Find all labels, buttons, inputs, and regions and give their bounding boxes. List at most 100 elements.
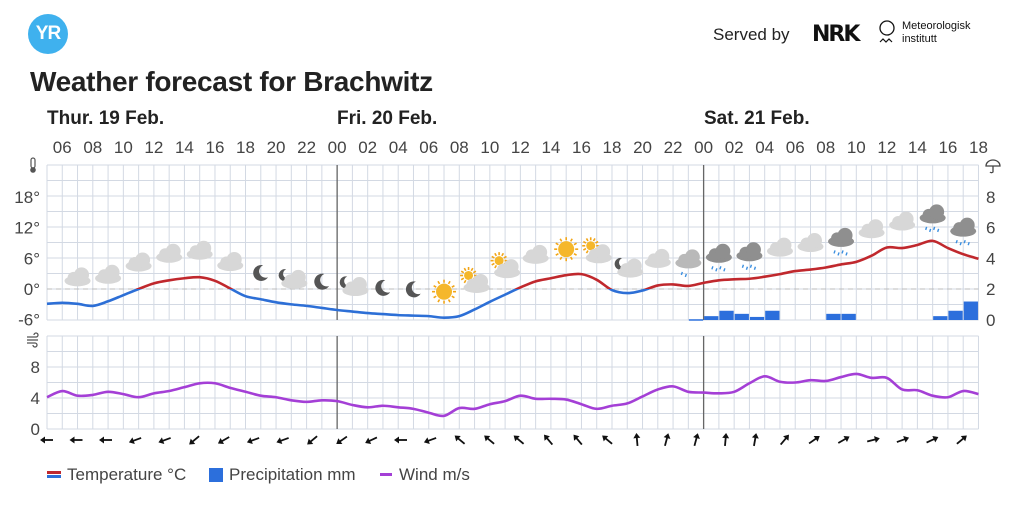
raindrop: [967, 241, 970, 246]
arrow-head: [932, 435, 939, 443]
sun-ray: [585, 250, 589, 254]
legend-precipitation[interactable]: Precipitation mm: [209, 465, 356, 485]
raindrop: [955, 239, 958, 244]
cloud-shape: [837, 227, 853, 243]
cloud-shape: [595, 244, 611, 260]
precipitation-bar: [704, 316, 719, 320]
fair-day-icon: [490, 252, 521, 279]
cloudy-icon: [95, 264, 122, 284]
hour-tick-label: 22: [297, 138, 316, 157]
wind-arrow-icon: [896, 436, 910, 443]
arrow-head: [40, 436, 45, 444]
wind-arrow-icon: [544, 434, 554, 446]
cloudy-icon: [889, 211, 916, 231]
hour-tick-label: 10: [847, 138, 866, 157]
cloud-shape: [503, 259, 519, 275]
cloudy-icon: [858, 219, 885, 239]
raindrop: [680, 271, 684, 276]
sun-ray: [503, 255, 507, 259]
cloud-shape: [776, 237, 792, 253]
sun-ray: [433, 284, 437, 288]
wind-icon: [27, 332, 39, 348]
sun-ray: [569, 256, 573, 260]
wind-arrow-icon: [866, 436, 880, 443]
sun-disc: [436, 283, 453, 300]
arrow-head: [423, 437, 430, 444]
temperature-axis-label: 6°: [24, 249, 40, 268]
arrow-head: [307, 438, 314, 445]
arrow-head: [454, 435, 461, 442]
raindrop: [936, 228, 940, 233]
cloudy-icon: [522, 244, 549, 264]
precipitation-bar: [719, 310, 734, 320]
arrow-head: [336, 438, 343, 445]
met-institute-logo[interactable]: Meteorologisk institutt: [878, 20, 970, 46]
rain-icon: [950, 217, 977, 246]
temperature-legend-icon: [47, 471, 61, 478]
hour-tick-label: 10: [114, 138, 133, 157]
sun-ray: [451, 295, 455, 299]
raindrop: [845, 252, 848, 256]
legend-wind[interactable]: Wind m/s: [380, 465, 470, 485]
precipitation-axis-label: 6: [986, 219, 995, 238]
temperature-axis-label: -6°: [18, 311, 40, 330]
temperature-axis-label: 0°: [24, 280, 40, 299]
sun-ray: [460, 277, 465, 281]
lightrain-icon: [675, 249, 702, 278]
sun-ray: [582, 247, 587, 251]
nrk-logo[interactable]: NRK: [812, 22, 860, 47]
moon-shape: [253, 264, 268, 281]
legend-temperature[interactable]: Temperature °C: [47, 465, 186, 485]
wind-axis-label: 4: [31, 389, 40, 408]
clearsky-night-icon: [375, 279, 391, 296]
yr-logo[interactable]: YR: [28, 14, 68, 54]
raindrop: [723, 268, 726, 272]
wind-arrow-icon: [484, 435, 495, 445]
arrow-head: [513, 435, 520, 442]
cloudy-icon: [644, 248, 671, 268]
hour-tick-label: 20: [633, 138, 652, 157]
day-label-fri: Fri. 20 Feb.: [337, 108, 438, 129]
arrow-head: [394, 436, 399, 444]
precipitation-bar: [841, 313, 856, 320]
arrow-head: [663, 433, 671, 439]
umbrella-icon: [985, 159, 1001, 174]
sun-ray: [437, 280, 441, 285]
precipitation-bar: [933, 316, 948, 320]
hour-tick-label: 00: [694, 138, 713, 157]
raindrop: [711, 266, 714, 270]
wind-arrow-icon: [423, 437, 437, 444]
weather-symbols: [64, 204, 977, 304]
moon-shape: [314, 273, 330, 290]
hour-tick-label: 10: [480, 138, 499, 157]
wind-arrow-icon: [454, 435, 466, 445]
raindrop: [924, 226, 928, 231]
wind-arrow-icon: [808, 435, 820, 445]
served-by-label: Served by: [713, 25, 790, 44]
precipitation-bar: [963, 301, 978, 320]
sun-ray: [463, 279, 467, 284]
sun-ray: [491, 255, 495, 259]
hour-tick-label: 12: [144, 138, 163, 157]
sun-disc: [586, 241, 596, 251]
sun-disc: [464, 270, 474, 280]
raindrop: [715, 268, 718, 272]
wind-arrow-icon: [394, 436, 407, 444]
arrow-head: [960, 435, 967, 442]
arrow-head: [158, 437, 165, 444]
cloud-shape: [74, 267, 90, 283]
arrow-head: [276, 437, 283, 444]
cloudy-icon: [766, 237, 793, 257]
sun-ray: [472, 270, 477, 274]
meteogram-chart: 06 08 10 12 14 16 18 20 22 00 02 04 06 08 10 12 14 16 18 20…: [14, 138, 1001, 447]
cloud-shape: [745, 242, 761, 258]
hour-tick-label: 12: [511, 138, 530, 157]
rain-icon: [736, 242, 763, 270]
hour-tick-label: 18: [603, 138, 622, 157]
cloud-shape: [165, 243, 181, 259]
raindrop: [753, 266, 757, 270]
day-label-sat: Sat. 21 Feb.: [704, 108, 810, 129]
hour-tick-label: 18: [969, 138, 988, 157]
moon-shape: [278, 269, 290, 282]
wind-arrow-icon: [246, 437, 260, 444]
